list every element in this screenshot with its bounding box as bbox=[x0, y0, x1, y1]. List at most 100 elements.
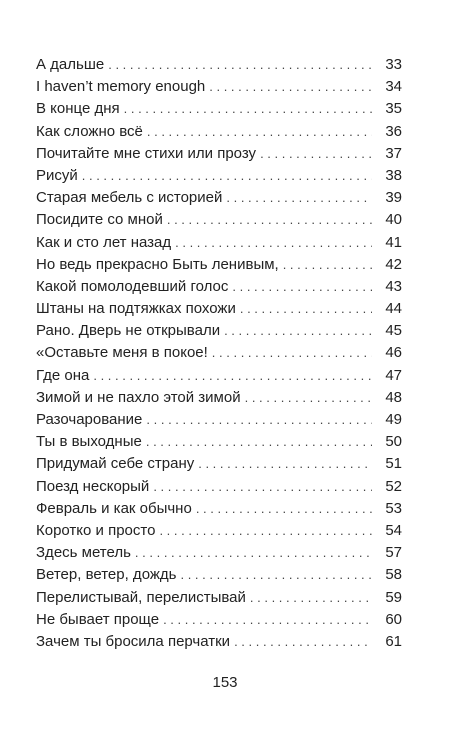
toc-entry-page: 61 bbox=[385, 632, 402, 650]
toc-entry-title: Рано. Дверь не открывали bbox=[36, 322, 221, 340]
toc-entry-title: Поезд нескорый bbox=[36, 477, 150, 495]
toc-entry-title: Ветер, ветер, дождь bbox=[36, 566, 177, 584]
toc-dot-leader bbox=[283, 254, 372, 276]
toc-dot-leader bbox=[167, 209, 372, 231]
toc-entry-page: 34 bbox=[385, 78, 402, 96]
toc-dot-leader bbox=[175, 232, 372, 254]
toc-entry-title: I haven’t memory enough bbox=[36, 78, 206, 96]
toc-dot-leader bbox=[180, 564, 372, 586]
toc-entry-page: 40 bbox=[385, 211, 402, 229]
toc-entry-page: 39 bbox=[385, 189, 402, 207]
toc-entry: I haven’t memory enough 34 bbox=[36, 76, 402, 98]
toc-entry: Старая мебель с историей 39 bbox=[36, 187, 402, 209]
toc-dot-leader bbox=[159, 520, 372, 542]
toc-entry-page: 37 bbox=[385, 144, 402, 162]
toc-entry-page: 58 bbox=[385, 566, 402, 584]
toc-entry-page: 54 bbox=[385, 521, 402, 539]
toc-entry: Но ведь прекрасно Быть ленивым, 42 bbox=[36, 254, 402, 276]
toc-entry-title: Как сложно всё bbox=[36, 122, 143, 140]
toc-entry-title: Не бывает проще bbox=[36, 610, 160, 628]
toc-entry-title: Зимой и не пахло этой зимой bbox=[36, 388, 241, 406]
table-of-contents: А дальше 33 I haven’t memory enough 34 В кон… bbox=[36, 54, 402, 653]
toc-dot-leader bbox=[234, 631, 372, 653]
toc-dot-leader bbox=[232, 276, 372, 298]
toc-entry-title: Перелистывай, перелистывай bbox=[36, 588, 246, 606]
toc-dot-leader bbox=[250, 587, 372, 609]
toc-entry-page: 47 bbox=[385, 366, 402, 384]
toc-entry-title: Старая мебель с историей bbox=[36, 189, 223, 207]
toc-entry-page: 36 bbox=[385, 122, 402, 140]
toc-entry-page: 51 bbox=[385, 455, 402, 473]
toc-entry-page: 43 bbox=[385, 277, 402, 295]
toc-entry-title: Штаны на подтяжках похожи bbox=[36, 300, 236, 318]
toc-entry: Здесь метель 57 bbox=[36, 542, 402, 564]
toc-dot-leader bbox=[260, 143, 372, 165]
toc-entry-title: А дальше bbox=[36, 56, 105, 73]
toc-entry: Ты в выходные 50 bbox=[36, 431, 402, 453]
toc-entry: Как и сто лет назад 41 bbox=[36, 232, 402, 254]
toc-entry-title: В конце дня bbox=[36, 100, 120, 118]
toc-entry-page: 59 bbox=[385, 588, 402, 606]
toc-dot-leader bbox=[196, 498, 372, 520]
toc-entry: Зачем ты бросила перчатки 61 bbox=[36, 631, 402, 653]
toc-dot-leader bbox=[226, 187, 372, 209]
toc-entry-page: 35 bbox=[385, 100, 402, 118]
toc-entry-title: Ты в выходные bbox=[36, 433, 142, 451]
toc-entry: Посидите со мной 40 bbox=[36, 209, 402, 231]
toc-entry-title: Коротко и просто bbox=[36, 521, 156, 539]
toc-dot-leader bbox=[146, 409, 372, 431]
toc-entry-page: 48 bbox=[385, 388, 402, 406]
toc-entry: Штаны на подтяжках похожи 44 bbox=[36, 298, 402, 320]
toc-entry: Февраль и как обычно 53 bbox=[36, 498, 402, 520]
toc-entry: Почитайте мне стихи или прозу 37 bbox=[36, 143, 402, 165]
toc-entry-title: Разочарование bbox=[36, 411, 143, 428]
toc-entry-page: 38 bbox=[385, 166, 402, 184]
toc-entry: Рано. Дверь не открывали 45 bbox=[36, 320, 402, 342]
toc-entry: Поезд нескорый 52 bbox=[36, 476, 402, 498]
toc-entry: В конце дня 35 bbox=[36, 98, 402, 120]
toc-dot-leader bbox=[212, 342, 372, 364]
toc-dot-leader bbox=[135, 542, 372, 564]
toc-entry-title: Но ведь прекрасно Быть ленивым, bbox=[36, 255, 279, 273]
toc-entry-page: 44 bbox=[385, 300, 402, 318]
toc-dot-leader bbox=[147, 121, 372, 143]
toc-entry: Перелистывай, перелистывай 59 bbox=[36, 587, 402, 609]
toc-entry-page: 45 bbox=[385, 322, 402, 340]
toc-entry-title: Февраль и как обычно bbox=[36, 499, 192, 517]
toc-dot-leader bbox=[153, 476, 372, 498]
toc-entry: «Оставьте меня в покое! 46 bbox=[36, 342, 402, 364]
toc-entry: А дальше 33 bbox=[36, 54, 402, 76]
toc-entry-title: «Оставьте меня в покое! bbox=[36, 344, 208, 362]
toc-entry-title: Здесь метель bbox=[36, 544, 131, 562]
toc-dot-leader bbox=[93, 365, 372, 387]
toc-entry-page: 53 bbox=[385, 499, 402, 517]
toc-entry: Как сложно всё 36 bbox=[36, 121, 402, 143]
toc-entry-title: Какой помолодевший голос bbox=[36, 277, 229, 295]
toc-dot-leader bbox=[146, 431, 372, 453]
toc-dot-leader bbox=[245, 387, 372, 409]
toc-entry: Коротко и просто 54 bbox=[36, 520, 402, 542]
toc-entry-title: Почитайте мне стихи или прозу bbox=[36, 144, 257, 162]
toc-entry: Рисуй 38 bbox=[36, 165, 402, 187]
toc-entry: Не бывает проще 60 bbox=[36, 609, 402, 631]
toc-dot-leader bbox=[82, 165, 372, 187]
toc-entry: Ветер, ветер, дождь 58 bbox=[36, 564, 402, 586]
toc-entry-title: Придумай себе страну bbox=[36, 455, 195, 473]
toc-dot-leader bbox=[198, 453, 372, 475]
toc-entry-page: 49 bbox=[385, 411, 402, 428]
toc-entry: Придумай себе страну 51 bbox=[36, 453, 402, 475]
toc-dot-leader bbox=[108, 54, 372, 76]
toc-entry-title: Посидите со мной bbox=[36, 211, 163, 229]
toc-entry: Разочарование 49 bbox=[36, 409, 402, 431]
toc-dot-leader bbox=[124, 98, 372, 120]
toc-entry-page: 42 bbox=[385, 255, 402, 273]
toc-entry-title: Как и сто лет назад bbox=[36, 233, 172, 251]
toc-entry: Зимой и не пахло этой зимой 48 bbox=[36, 387, 402, 409]
toc-dot-leader bbox=[224, 320, 372, 342]
toc-entry: Какой помолодевший голос 43 bbox=[36, 276, 402, 298]
toc-entry-title: Где она bbox=[36, 366, 90, 384]
toc-entry-page: 60 bbox=[385, 610, 402, 628]
toc-dot-leader bbox=[163, 609, 372, 631]
toc-entry-page: 52 bbox=[385, 477, 402, 495]
